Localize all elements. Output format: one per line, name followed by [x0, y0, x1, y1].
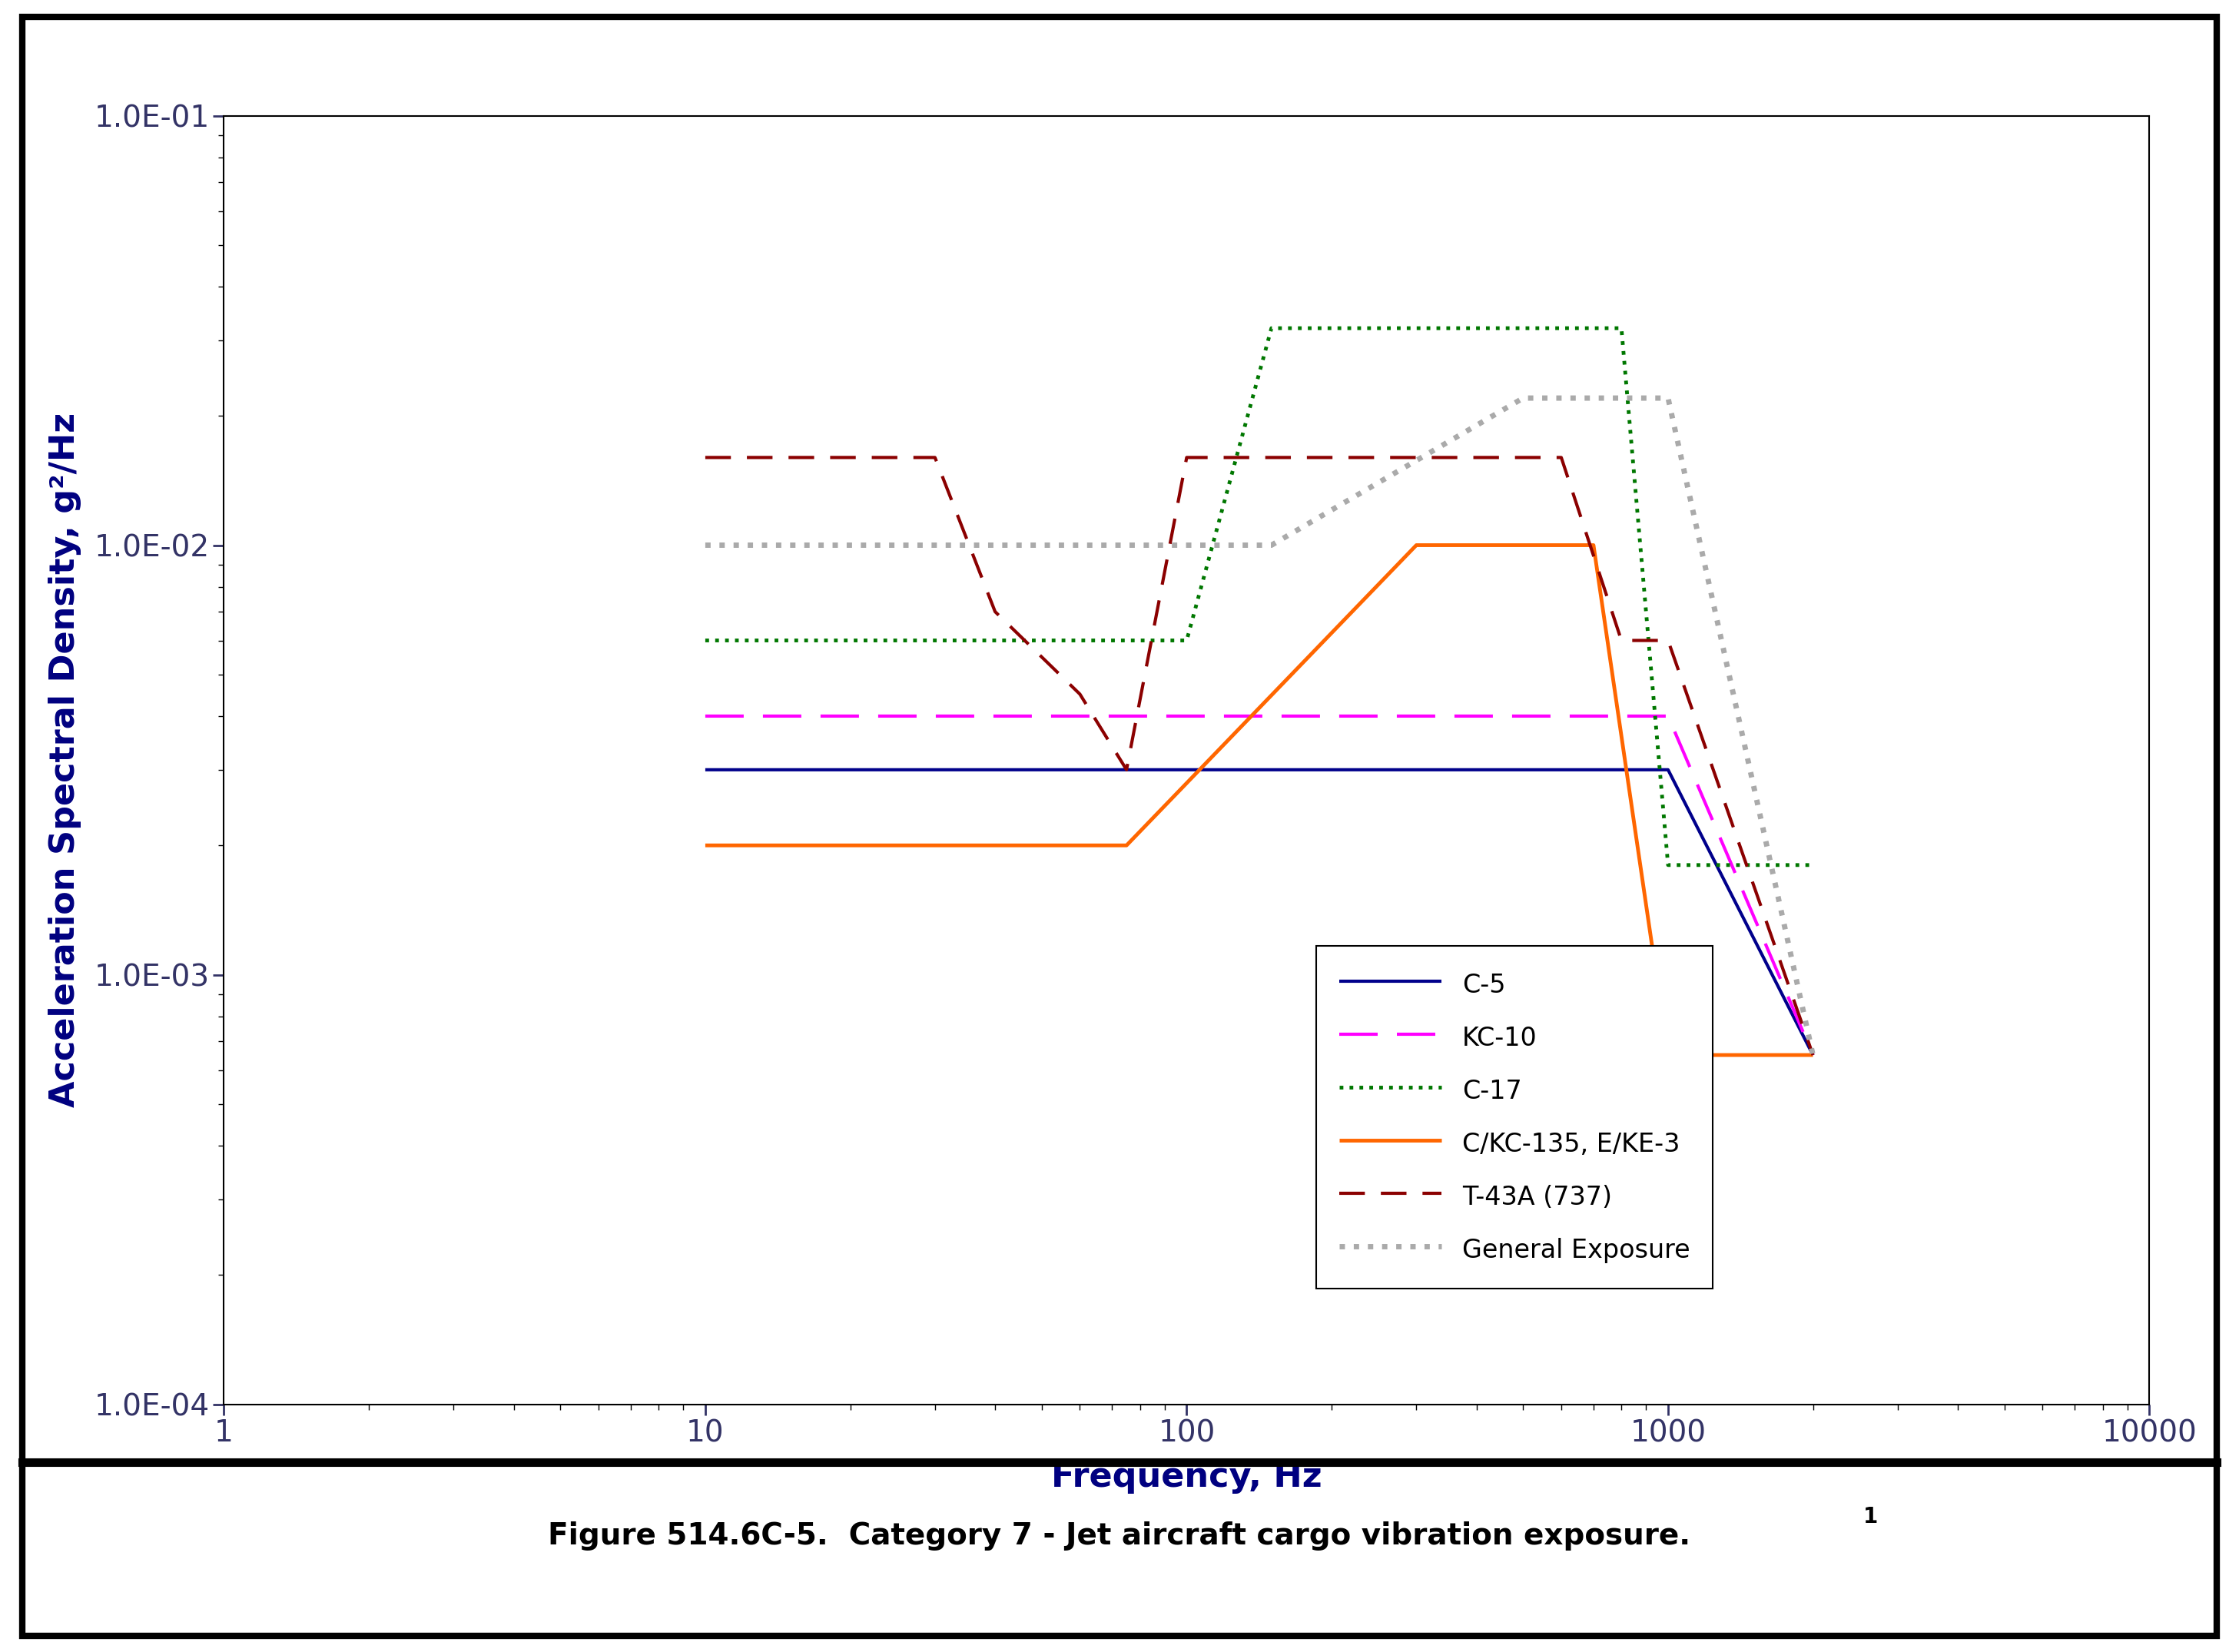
C-17 — [1173, 631, 1200, 651]
Y-axis label: Acceleration Spectral Density, g²/Hz: Acceleration Spectral Density, g²/Hz — [49, 413, 81, 1107]
General Exposure — [1800, 1046, 1827, 1066]
T-43A (737) — [1800, 1046, 1827, 1066]
Legend: C-5, KC-10, C-17, C/KC-135, E/KE-3, T-43A (737), General Exposure: C-5, KC-10, C-17, C/KC-135, E/KE-3, T-43… — [1317, 947, 1713, 1289]
C-17 — [1258, 319, 1285, 339]
Line: C-5: C-5 — [705, 770, 1814, 1056]
C/KC-135, E/KE-3 — [1581, 535, 1608, 555]
T-43A (737) — [1547, 448, 1574, 468]
T-43A (737) — [1173, 448, 1200, 468]
C-17 — [692, 631, 719, 651]
T-43A (737) — [922, 448, 949, 468]
C/KC-135, E/KE-3 — [1113, 836, 1140, 856]
C/KC-135, E/KE-3 — [692, 836, 719, 856]
KC-10 — [1655, 705, 1681, 725]
C-17 — [1800, 856, 1827, 876]
T-43A (737) — [1258, 448, 1285, 468]
C/KC-135, E/KE-3 — [1655, 1046, 1681, 1066]
T-43A (737) — [692, 448, 719, 468]
C-17 — [1655, 856, 1681, 876]
KC-10 — [1800, 1046, 1827, 1066]
Line: T-43A (737): T-43A (737) — [705, 458, 1814, 1056]
C-5 — [1655, 760, 1681, 780]
C-5 — [692, 760, 719, 780]
General Exposure — [1509, 388, 1536, 408]
General Exposure — [1258, 535, 1285, 555]
T-43A (737) — [981, 601, 1008, 621]
C/KC-135, E/KE-3 — [1800, 1046, 1827, 1066]
Line: KC-10: KC-10 — [705, 715, 1814, 1056]
C-5 — [1800, 1046, 1827, 1066]
Line: C/KC-135, E/KE-3: C/KC-135, E/KE-3 — [705, 545, 1814, 1056]
T-43A (737) — [1113, 760, 1140, 780]
X-axis label: Frequency, Hz: Frequency, Hz — [1050, 1460, 1323, 1493]
T-43A (737) — [1655, 631, 1681, 651]
Text: 1: 1 — [1863, 1505, 1879, 1528]
T-43A (737) — [1608, 631, 1634, 651]
C-17 — [1608, 319, 1634, 339]
KC-10 — [692, 705, 719, 725]
General Exposure — [1655, 388, 1681, 408]
Line: General Exposure: General Exposure — [705, 398, 1814, 1056]
Text: Figure 514.6C-5.  Category 7 - Jet aircraft cargo vibration exposure.: Figure 514.6C-5. Category 7 - Jet aircra… — [549, 1521, 1690, 1551]
Line: C-17: C-17 — [705, 329, 1814, 866]
C-17 — [1509, 319, 1536, 339]
T-43A (737) — [1066, 684, 1093, 704]
General Exposure — [692, 535, 719, 555]
C/KC-135, E/KE-3 — [1404, 535, 1431, 555]
